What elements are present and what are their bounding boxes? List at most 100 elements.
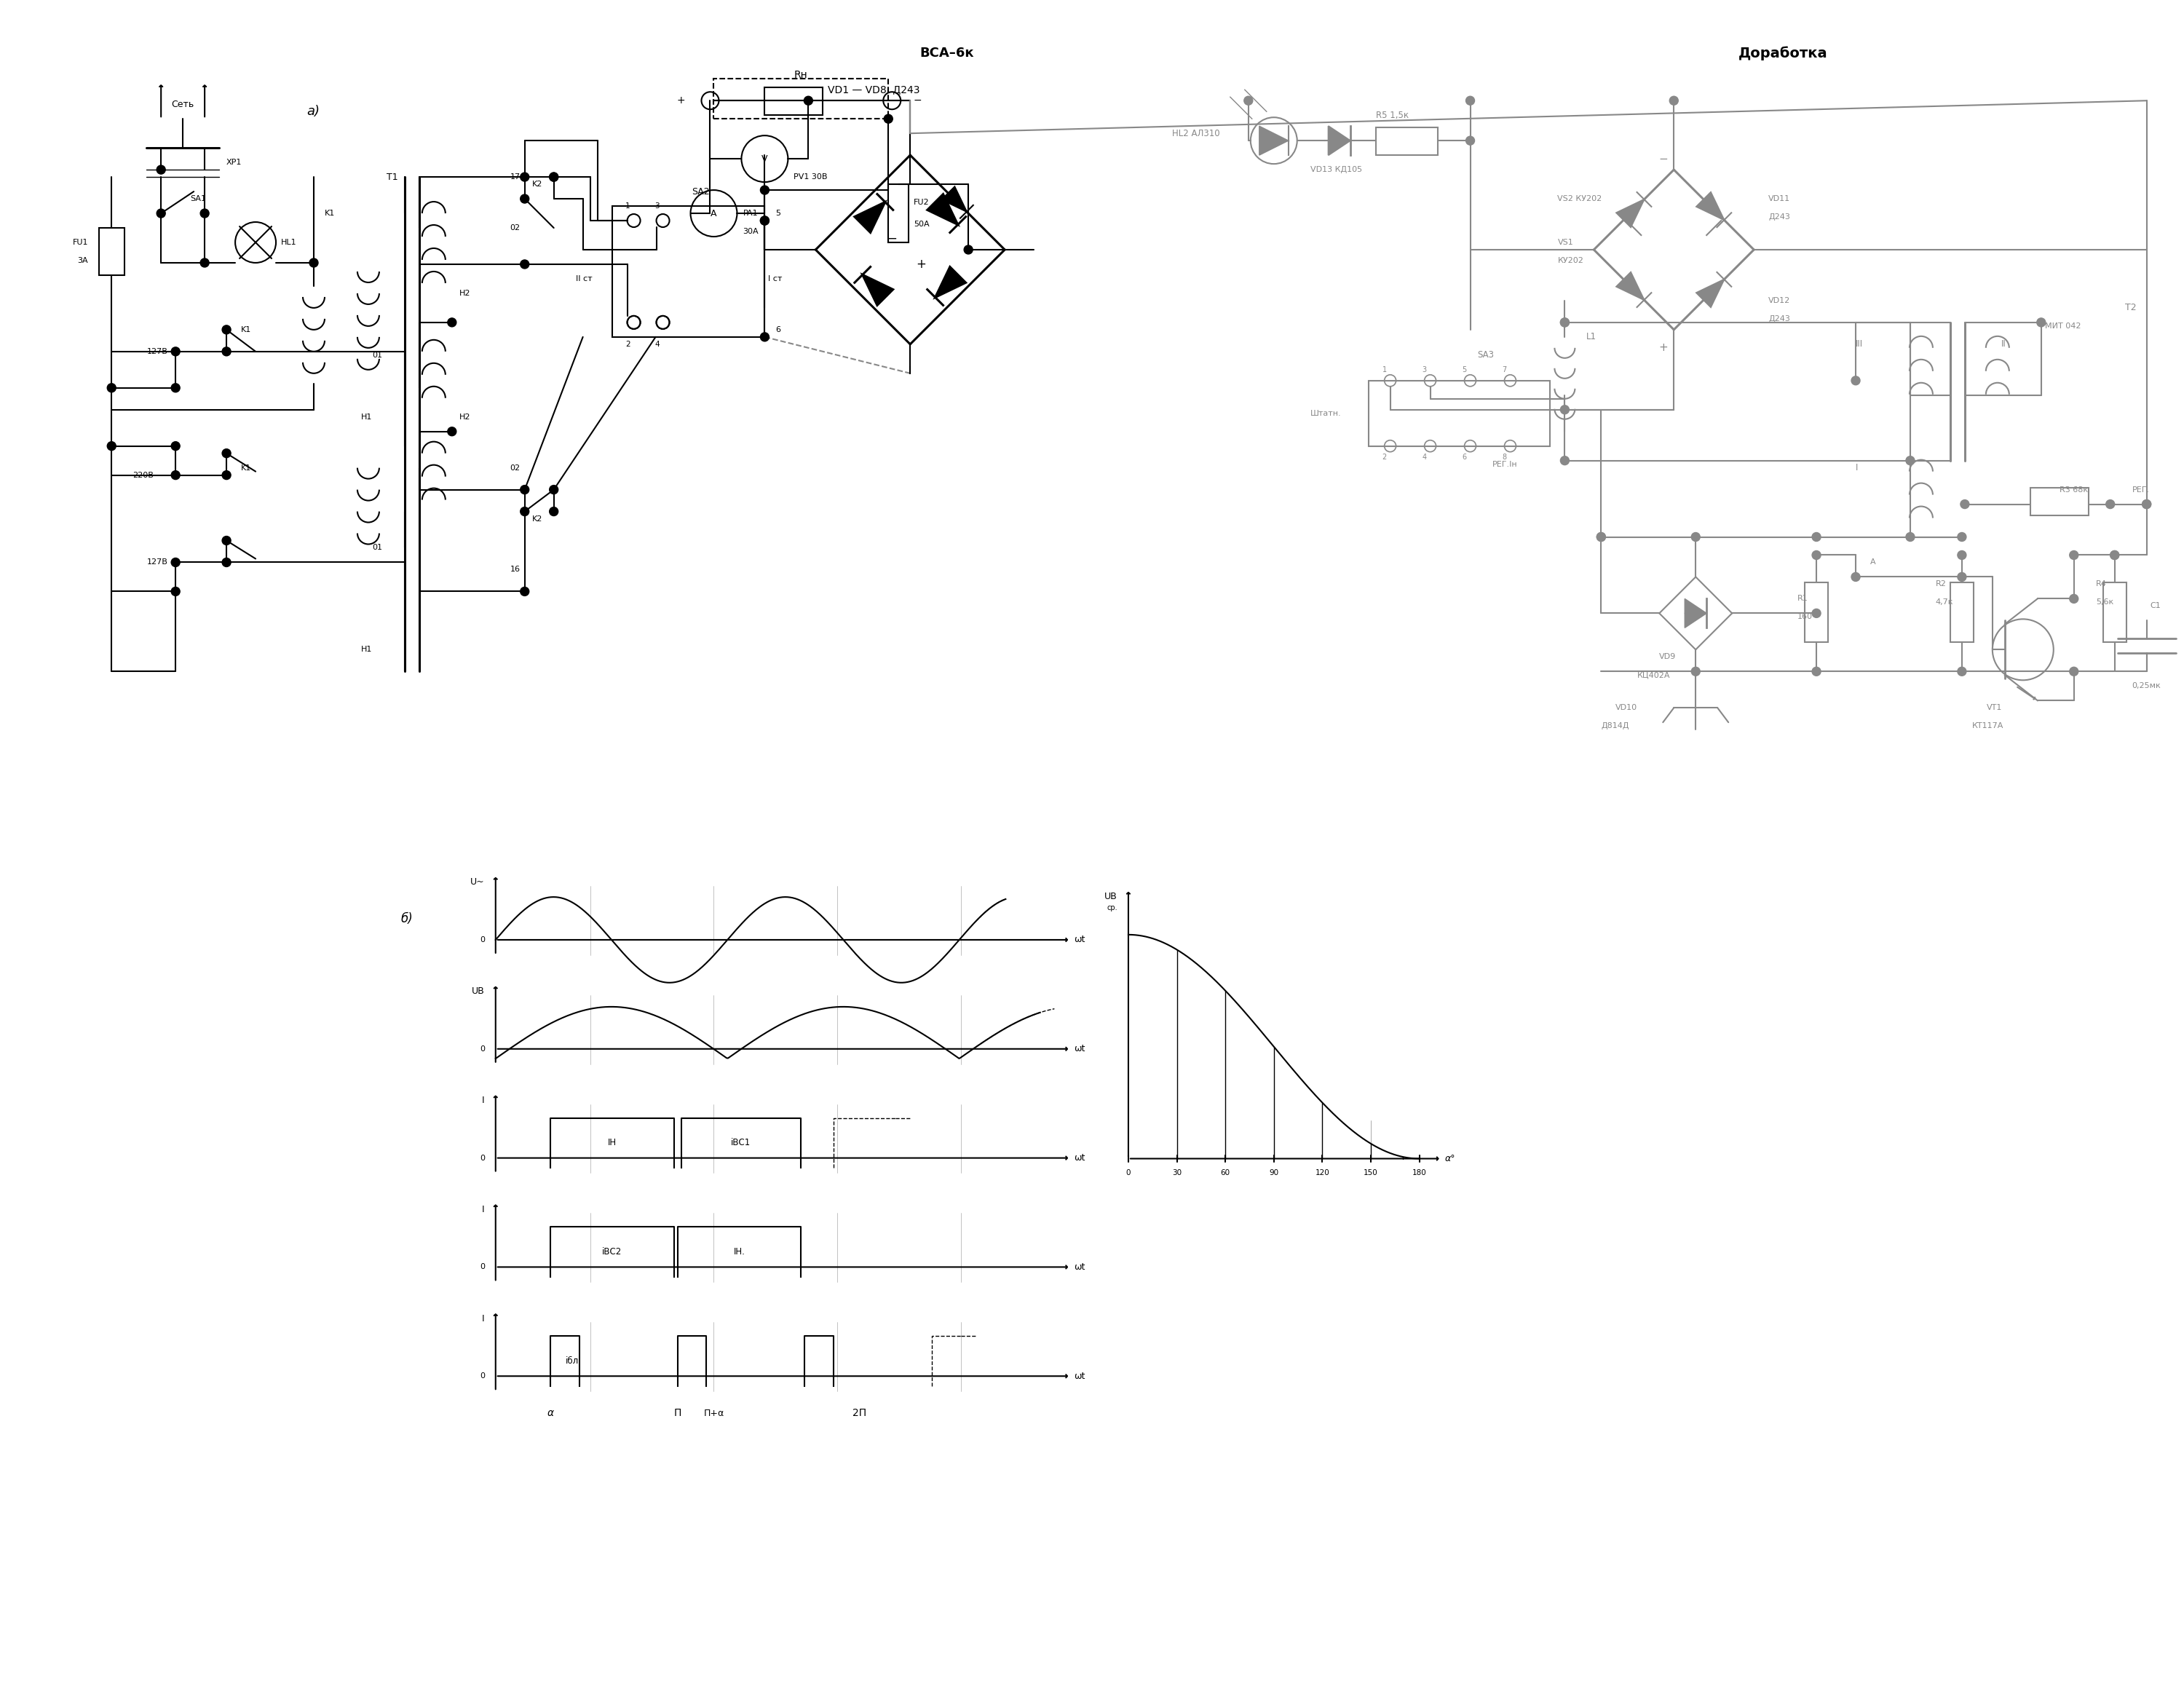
Bar xyxy=(1950,583,1974,643)
Circle shape xyxy=(1465,95,1474,106)
Bar xyxy=(764,87,823,116)
Text: VT1: VT1 xyxy=(1987,704,2003,711)
Text: ωt: ωt xyxy=(1075,934,1085,945)
Circle shape xyxy=(550,172,559,181)
Circle shape xyxy=(1852,377,1861,385)
Circle shape xyxy=(223,448,232,457)
Text: R4: R4 xyxy=(2097,580,2108,588)
Text: 02: 02 xyxy=(511,225,520,232)
Text: 2: 2 xyxy=(625,341,631,348)
Circle shape xyxy=(760,217,769,225)
Text: 01: 01 xyxy=(371,351,382,358)
Text: VD11: VD11 xyxy=(1769,194,1791,203)
Text: 127В: 127В xyxy=(146,559,168,566)
Circle shape xyxy=(2105,500,2114,508)
Text: 0: 0 xyxy=(1127,1170,1131,1176)
Text: V: V xyxy=(762,153,769,164)
Text: 7: 7 xyxy=(1503,367,1507,373)
Text: I: I xyxy=(483,1096,485,1105)
Polygon shape xyxy=(863,275,893,305)
Circle shape xyxy=(1690,532,1699,540)
Bar xyxy=(612,206,764,338)
Text: II ст: II ст xyxy=(577,275,592,283)
Text: 16: 16 xyxy=(511,566,520,573)
Text: IН.: IН. xyxy=(734,1246,745,1257)
Text: H2: H2 xyxy=(459,413,470,421)
Polygon shape xyxy=(1697,193,1723,220)
Circle shape xyxy=(1559,319,1568,327)
Text: 60: 60 xyxy=(1221,1170,1230,1176)
Circle shape xyxy=(804,95,812,106)
Circle shape xyxy=(1957,551,1966,559)
Text: III: III xyxy=(1856,339,1863,350)
Circle shape xyxy=(2110,551,2118,559)
Text: R5 1,5к: R5 1,5к xyxy=(1376,111,1409,119)
Text: +: + xyxy=(1658,343,1669,353)
Circle shape xyxy=(1852,573,1861,581)
Text: −: − xyxy=(913,95,922,106)
Text: Д243: Д243 xyxy=(1769,213,1791,220)
Text: А: А xyxy=(710,208,716,218)
Text: VD13 КД105: VD13 КД105 xyxy=(1310,165,1363,174)
Text: K2: K2 xyxy=(533,181,542,188)
Text: U~: U~ xyxy=(470,878,485,887)
Text: 02: 02 xyxy=(511,464,520,472)
Text: A: A xyxy=(1870,559,1876,566)
Text: +: + xyxy=(677,95,686,106)
Circle shape xyxy=(157,210,166,218)
Text: 0: 0 xyxy=(480,1045,485,1052)
Polygon shape xyxy=(1616,273,1645,300)
Polygon shape xyxy=(935,266,965,297)
Text: ωt: ωt xyxy=(1075,1371,1085,1381)
Text: Штатн.: Штатн. xyxy=(1310,409,1341,418)
Circle shape xyxy=(1813,532,1821,540)
Circle shape xyxy=(1907,532,1915,540)
Text: 6: 6 xyxy=(1461,454,1468,460)
Text: 0,25мк: 0,25мк xyxy=(2132,682,2160,689)
Text: 30А: 30А xyxy=(743,228,758,235)
Text: РЕГ.Iн: РЕГ.Iн xyxy=(1492,460,1518,467)
Text: I: I xyxy=(483,1315,485,1323)
Text: 0: 0 xyxy=(480,936,485,943)
Text: а): а) xyxy=(306,106,319,118)
Text: 0: 0 xyxy=(480,1154,485,1161)
Circle shape xyxy=(170,348,179,356)
Circle shape xyxy=(550,172,559,181)
Circle shape xyxy=(2143,500,2151,508)
Circle shape xyxy=(201,259,210,268)
Circle shape xyxy=(1813,667,1821,675)
Circle shape xyxy=(1465,136,1474,145)
Text: −: − xyxy=(1658,153,1669,164)
Text: H2: H2 xyxy=(459,290,470,297)
Circle shape xyxy=(170,384,179,392)
Text: H1: H1 xyxy=(360,413,371,421)
Text: HL2 АЛ310: HL2 АЛ310 xyxy=(1173,128,1221,138)
Circle shape xyxy=(223,348,232,356)
Text: 127В: 127В xyxy=(146,348,168,355)
Circle shape xyxy=(760,332,769,341)
Text: КУ202: КУ202 xyxy=(1557,257,1583,264)
Text: РЕГ.: РЕГ. xyxy=(2132,486,2149,493)
Text: 160: 160 xyxy=(1797,614,1813,621)
Text: 120: 120 xyxy=(1315,1170,1330,1176)
Circle shape xyxy=(170,587,179,595)
Circle shape xyxy=(2070,551,2079,559)
Polygon shape xyxy=(1616,199,1645,227)
Text: L1: L1 xyxy=(1586,332,1597,341)
Circle shape xyxy=(448,428,456,436)
Circle shape xyxy=(448,319,456,327)
Text: R1: R1 xyxy=(1797,595,1808,602)
Text: 17: 17 xyxy=(511,174,520,181)
Circle shape xyxy=(2143,500,2151,508)
Circle shape xyxy=(1597,532,1605,540)
Circle shape xyxy=(107,442,116,450)
Text: VS2 КУ202: VS2 КУ202 xyxy=(1557,194,1603,203)
Circle shape xyxy=(1957,573,1966,581)
Text: 3А: 3А xyxy=(79,257,87,264)
Circle shape xyxy=(157,165,166,174)
Circle shape xyxy=(1961,500,1970,508)
Text: VD10: VD10 xyxy=(1616,704,1638,711)
Circle shape xyxy=(520,486,529,494)
Text: iВС2: iВС2 xyxy=(603,1246,622,1257)
Circle shape xyxy=(1559,406,1568,414)
